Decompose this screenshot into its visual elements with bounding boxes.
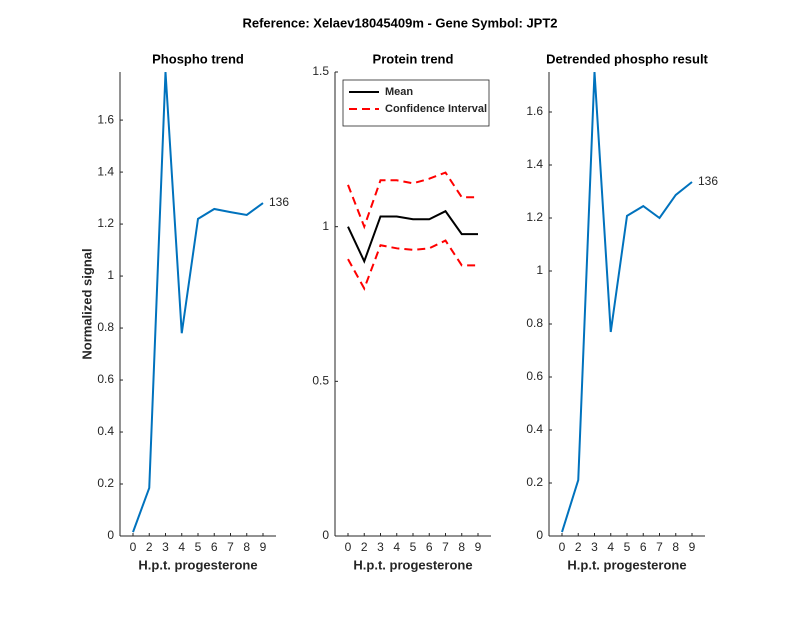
chart-title: Protein trend	[373, 51, 454, 66]
chart-title: Detrended phospho result	[546, 51, 708, 66]
y-tick-label: 0.8	[97, 320, 114, 334]
x-tick-label: 4	[178, 540, 185, 554]
line	[347, 209, 478, 264]
y-tick-label: 0	[536, 528, 543, 542]
y-tick-label: 0.8	[526, 316, 543, 330]
y-tick-label: 1.2	[97, 216, 114, 230]
annotation: 136	[698, 174, 718, 188]
x-tick-label: 3	[162, 540, 169, 554]
x-tick-label: 5	[410, 540, 417, 554]
y-tick-label: 1.6	[526, 104, 543, 118]
x-tick-label: 0	[345, 540, 352, 554]
x-tick-label: 9	[260, 540, 267, 554]
x-tick-label: 8	[672, 540, 679, 554]
legend-label: Confidence Interval	[385, 103, 487, 115]
legend-box	[342, 79, 490, 127]
x-tick-label: 0	[130, 540, 137, 554]
x-tick-label: 5	[624, 540, 631, 554]
y-tick-label: 1.2	[526, 210, 543, 224]
x-tick-label: 3	[591, 540, 598, 554]
y-tick-label: 0.2	[97, 476, 114, 490]
x-tick-label: 2	[575, 540, 582, 554]
x-tick-label: 7	[656, 540, 663, 554]
x-axis-label: H.p.t. progesterone	[353, 557, 472, 572]
y-tick-label: 1.4	[526, 157, 543, 171]
y-tick-label: 1	[322, 219, 329, 233]
y-tick-label: 0.6	[526, 369, 543, 383]
x-tick-label: 4	[393, 540, 400, 554]
y-tick-label: 1.4	[97, 164, 114, 178]
x-tick-label: 2	[361, 540, 368, 554]
x-axis-label: H.p.t. progesterone	[567, 557, 686, 572]
x-tick-label: 4	[607, 540, 614, 554]
x-axis-label: H.p.t. progesterone	[138, 557, 257, 572]
x-tick-label: 7	[442, 540, 449, 554]
x-tick-label: 9	[475, 540, 482, 554]
y-tick-label: 0	[322, 528, 329, 542]
x-tick-label: 5	[195, 540, 202, 554]
line	[132, 71, 264, 533]
x-tick-label: 2	[146, 540, 153, 554]
x-tick-label: 8	[243, 540, 250, 554]
x-tick-label: 6	[426, 540, 433, 554]
y-tick-label: 1.6	[97, 112, 114, 126]
y-tick-label: 0.4	[97, 424, 114, 438]
y-tick-label: 1	[107, 268, 114, 282]
x-tick-label: 3	[377, 540, 384, 554]
y-tick-label: 1.5	[312, 64, 329, 78]
y-tick-label: 1	[536, 263, 543, 277]
x-tick-label: 6	[640, 540, 647, 554]
y-tick-label: 0	[107, 528, 114, 542]
annotation: 136	[269, 195, 289, 209]
figure-title: Reference: Xelaev18045409m - Gene Symbol…	[242, 15, 557, 30]
x-tick-label: 8	[458, 540, 465, 554]
line	[561, 71, 693, 533]
chart-title: Phospho trend	[152, 51, 244, 66]
y-tick-label: 0.6	[97, 372, 114, 386]
legend-label: Mean	[385, 86, 413, 98]
line	[347, 239, 478, 291]
x-tick-label: 7	[227, 540, 234, 554]
x-tick-label: 9	[689, 540, 696, 554]
x-tick-label: 6	[211, 540, 218, 554]
y-tick-label: 0.2	[526, 475, 543, 489]
y-tick-label: 0.4	[526, 422, 543, 436]
x-tick-label: 0	[559, 540, 566, 554]
y-tick-label: 0.5	[312, 374, 329, 388]
y-axis-label: Normalized signal	[79, 248, 94, 359]
